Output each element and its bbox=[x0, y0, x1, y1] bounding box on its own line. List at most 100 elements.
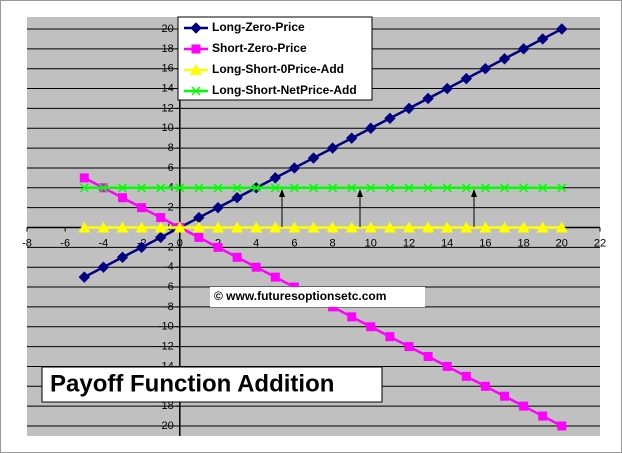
marker bbox=[156, 213, 166, 223]
marker bbox=[519, 183, 529, 193]
marker bbox=[250, 221, 263, 233]
marker bbox=[384, 112, 396, 125]
marker bbox=[441, 221, 454, 233]
y-tick-label: -10 bbox=[158, 321, 174, 333]
marker bbox=[365, 122, 377, 134]
chart-title: Payoff Function Addition bbox=[50, 370, 334, 397]
x-tick-label: 22 bbox=[594, 237, 606, 249]
marker bbox=[385, 183, 395, 193]
marker bbox=[383, 221, 396, 233]
marker bbox=[422, 92, 434, 105]
series-layer bbox=[78, 23, 568, 431]
marker bbox=[536, 221, 549, 233]
marker bbox=[79, 173, 89, 183]
marker bbox=[212, 201, 224, 214]
y-tick-label: -4 bbox=[164, 261, 174, 273]
legend-label: Long-Short-0Price-Add bbox=[212, 62, 344, 76]
marker bbox=[326, 142, 339, 154]
marker bbox=[307, 152, 320, 164]
marker bbox=[270, 183, 280, 193]
marker bbox=[212, 221, 224, 233]
marker bbox=[194, 183, 204, 193]
marker bbox=[191, 44, 201, 54]
marker bbox=[517, 221, 530, 233]
y-tick-label: 12 bbox=[162, 102, 174, 114]
marker bbox=[461, 183, 471, 193]
x-tick-label: 16 bbox=[479, 237, 491, 249]
marker bbox=[538, 183, 548, 193]
y-tick-label: -20 bbox=[158, 420, 174, 432]
marker bbox=[557, 183, 567, 193]
marker bbox=[479, 62, 492, 75]
x-tick-label: 12 bbox=[403, 237, 415, 249]
marker bbox=[79, 183, 89, 193]
y-tick-label: 8 bbox=[168, 142, 174, 154]
marker bbox=[231, 221, 244, 233]
marker bbox=[498, 53, 511, 65]
marker bbox=[460, 221, 473, 233]
marker bbox=[137, 183, 147, 193]
arrows bbox=[279, 189, 477, 227]
marker bbox=[500, 391, 509, 401]
marker bbox=[404, 342, 414, 352]
marker bbox=[423, 183, 433, 193]
overlay: © www.futuresoptionsetc.com Payoff Funct… bbox=[41, 16, 425, 403]
y-tick-label: 14 bbox=[162, 82, 174, 94]
marker bbox=[190, 64, 202, 75]
y-tick-label: -12 bbox=[158, 341, 174, 353]
marker bbox=[460, 72, 473, 85]
y-tick-label: 2 bbox=[168, 202, 174, 214]
marker bbox=[364, 221, 377, 233]
marker bbox=[192, 221, 205, 233]
y-tick-label: 6 bbox=[168, 162, 174, 174]
marker bbox=[557, 421, 567, 431]
y-tick-label: 20 bbox=[162, 23, 174, 35]
marker bbox=[536, 33, 549, 45]
arrow-head bbox=[357, 189, 363, 197]
marker bbox=[213, 242, 223, 252]
marker bbox=[480, 381, 490, 391]
y-tick-label: 18 bbox=[162, 43, 174, 55]
title-box bbox=[41, 366, 383, 403]
marker bbox=[288, 221, 301, 233]
marker bbox=[307, 221, 320, 233]
marker bbox=[116, 221, 129, 233]
marker bbox=[345, 221, 358, 233]
marker bbox=[118, 193, 127, 203]
marker bbox=[326, 221, 339, 233]
marker bbox=[366, 322, 376, 332]
legend-label: Long-Zero-Price bbox=[212, 20, 305, 34]
marker bbox=[78, 221, 91, 233]
marker bbox=[538, 411, 548, 421]
arrow-head bbox=[471, 189, 477, 197]
marker bbox=[154, 231, 167, 244]
marker bbox=[328, 183, 338, 193]
marker bbox=[519, 401, 529, 411]
marker bbox=[403, 102, 415, 115]
y-tick-label: -6 bbox=[164, 281, 174, 293]
y-tick-label: -2 bbox=[164, 241, 174, 253]
marker bbox=[269, 172, 282, 184]
marker bbox=[98, 183, 108, 193]
marker bbox=[423, 352, 433, 362]
marker bbox=[251, 183, 261, 193]
marker bbox=[404, 183, 414, 193]
marker bbox=[173, 221, 186, 233]
annotation: © www.futuresoptionsetc.com bbox=[214, 289, 386, 303]
x-tick-label: -8 bbox=[22, 237, 32, 249]
marker bbox=[442, 183, 452, 193]
marker bbox=[270, 272, 280, 282]
marker bbox=[251, 262, 261, 272]
x-tick-label: 14 bbox=[441, 237, 453, 249]
y-tick-label: -8 bbox=[164, 301, 174, 313]
marker bbox=[137, 203, 147, 213]
marker bbox=[232, 252, 242, 262]
marker bbox=[479, 221, 492, 233]
marker bbox=[461, 371, 471, 381]
x-tick-label: 6 bbox=[291, 237, 297, 249]
marker bbox=[156, 183, 166, 193]
marker bbox=[422, 221, 435, 233]
marker bbox=[288, 162, 301, 174]
arrow-head bbox=[279, 189, 285, 197]
